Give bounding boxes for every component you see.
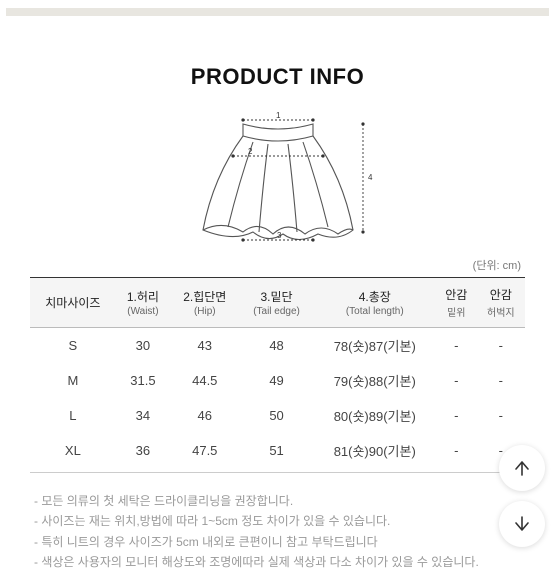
col-lining2: 안감허벅지 xyxy=(477,278,525,328)
table-row: S 30 43 48 78(숏)87(기본) - - xyxy=(30,328,525,364)
scroll-top-button[interactable] xyxy=(499,445,545,491)
size-table: 치마사이즈 1.허리(Waist) 2.힙단면(Hip) 3.밑단(Tail e… xyxy=(30,277,525,473)
col-tailedge: 3.밑단(Tail edge) xyxy=(239,278,313,328)
product-info-panel: PRODUCT INFO xyxy=(0,16,555,573)
diagram-label-2: 2 xyxy=(248,147,253,156)
note-item: - 사이즈는 재는 위치,방법에 따라 1~5cm 정도 차이가 있을 수 있습… xyxy=(34,511,521,531)
col-waist: 1.허리(Waist) xyxy=(116,278,170,328)
page-title: PRODUCT INFO xyxy=(30,64,525,90)
table-row: M 31.5 44.5 49 79(숏)88(기본) - - xyxy=(30,363,525,398)
note-item: - 색상은 사용자의 모니터 해상도와 조명에따라 실제 색상과 다소 차이가 … xyxy=(34,552,521,572)
col-size: 치마사이즈 xyxy=(30,278,116,328)
arrow-down-icon xyxy=(512,514,532,534)
col-lining1: 안감밑위 xyxy=(436,278,477,328)
col-hip: 2.힙단면(Hip) xyxy=(170,278,239,328)
col-length: 4.총장(Total length) xyxy=(314,278,436,328)
diagram-label-3: 3 xyxy=(277,231,282,240)
notes-list: - 모든 의류의 첫 세탁은 드라이클리닝을 권장합니다. - 사이즈는 재는 … xyxy=(30,491,525,573)
diagram-label-1: 1 xyxy=(276,112,281,120)
arrow-up-icon xyxy=(512,458,532,478)
note-item: - 모든 의류의 첫 세탁은 드라이클리닝을 권장합니다. xyxy=(34,491,521,511)
table-row: L 34 46 50 80(숏)89(기본) - - xyxy=(30,398,525,433)
table-row: XL 36 47.5 51 81(숏)90(기본) - - xyxy=(30,433,525,473)
scroll-down-button[interactable] xyxy=(499,501,545,547)
skirt-diagram: 1 2 3 4 xyxy=(30,112,525,247)
note-item: - 특히 니트의 경우 사이즈가 5cm 내외로 큰편이니 참고 부탁드립니다 xyxy=(34,532,521,552)
diagram-label-4: 4 xyxy=(368,173,373,182)
unit-label: (단위: cm) xyxy=(30,257,521,273)
header-image-band xyxy=(6,8,549,16)
table-header-row: 치마사이즈 1.허리(Waist) 2.힙단면(Hip) 3.밑단(Tail e… xyxy=(30,278,525,328)
